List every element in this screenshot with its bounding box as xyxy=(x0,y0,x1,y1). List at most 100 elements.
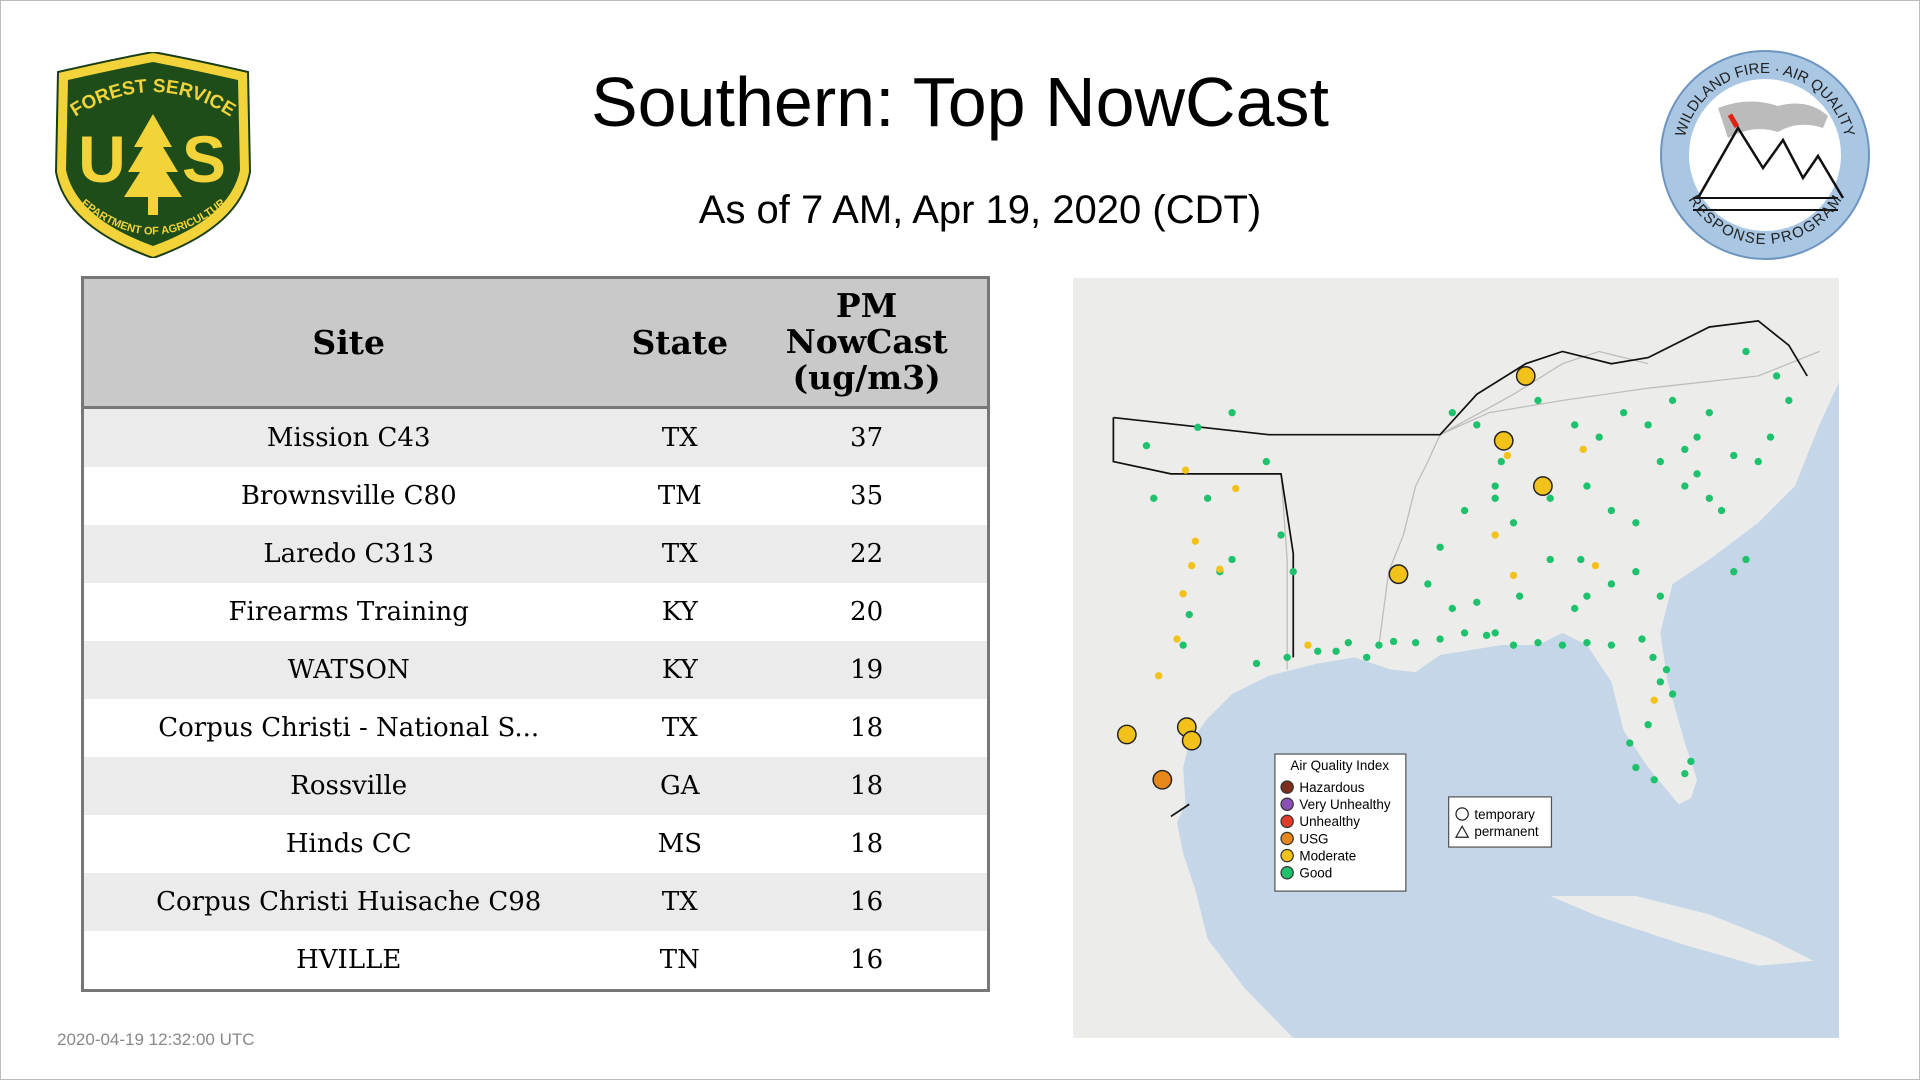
site-marker xyxy=(1332,647,1340,655)
table-cell: KY xyxy=(613,641,747,699)
site-marker xyxy=(1766,433,1775,441)
site-marker xyxy=(1181,466,1190,474)
site-marker-large xyxy=(1116,724,1137,745)
site-marker xyxy=(1509,571,1518,580)
site-marker xyxy=(1579,445,1587,454)
logo-letter: S xyxy=(182,122,226,196)
site-marker xyxy=(1503,451,1512,460)
table-cell: Brownsville C80 xyxy=(240,481,457,511)
site-marker xyxy=(1656,592,1665,600)
site-marker xyxy=(1668,690,1677,698)
site-marker-large xyxy=(1515,366,1536,386)
site-marker xyxy=(1571,604,1579,613)
site-marker xyxy=(1363,653,1371,662)
table-row: WATSON KY 19 xyxy=(82,641,989,699)
site-marker xyxy=(1638,635,1646,643)
table-row: Rossville GA 18 xyxy=(82,757,989,815)
legend-label: Moderate xyxy=(1299,849,1356,864)
site-marker xyxy=(1577,555,1585,564)
site-marker xyxy=(1681,445,1689,454)
site-marker xyxy=(1626,739,1634,747)
site-marker xyxy=(1277,531,1285,539)
site-marker xyxy=(1473,421,1481,429)
site-marker xyxy=(1534,639,1542,647)
timestamp: 2020-04-19 12:32:00 UTC xyxy=(57,1030,255,1049)
site-marker xyxy=(1436,635,1444,643)
table-cell: TX xyxy=(613,525,747,583)
site-marker xyxy=(1693,433,1701,441)
site-marker xyxy=(1571,421,1579,429)
site-marker xyxy=(1730,568,1738,576)
site-marker xyxy=(1344,639,1352,647)
site-marker xyxy=(1436,543,1444,551)
site-marker xyxy=(1619,408,1628,417)
site-marker xyxy=(1179,590,1187,598)
legend-label: Very Unhealthy xyxy=(1299,797,1391,812)
site-marker xyxy=(1448,604,1456,613)
site-marker xyxy=(1203,494,1212,502)
title: Southern: Top NowCast xyxy=(590,63,1329,141)
site-marker xyxy=(1460,506,1469,515)
site-marker xyxy=(1482,631,1491,640)
site-marker xyxy=(1583,639,1591,647)
site-marker xyxy=(1216,565,1224,573)
table-cell: 22 xyxy=(746,525,989,583)
site-marker xyxy=(1693,470,1701,478)
table-cell: TN xyxy=(659,945,700,975)
site-marker xyxy=(1742,555,1750,564)
site-marker xyxy=(1785,396,1793,405)
legend-swatch xyxy=(1280,866,1294,880)
table-row: Hinds CC MS 18 xyxy=(83,815,989,873)
table-cell: 18 xyxy=(850,713,884,743)
site-marker xyxy=(1304,641,1312,649)
site-marker xyxy=(1424,580,1432,588)
site-marker xyxy=(1491,494,1499,502)
site-marker xyxy=(1491,531,1499,539)
table-row: Corpus Christi - National S... TX 18 xyxy=(83,699,989,757)
site-marker xyxy=(1191,537,1200,545)
column-header: PM NowCast (ug/m3) xyxy=(746,277,989,409)
site-marker xyxy=(1668,396,1677,405)
column-header-text: PM NowCast (ug/m3) xyxy=(785,286,948,397)
table-cell: 16 xyxy=(850,945,884,975)
site-marker xyxy=(1607,641,1616,649)
table: Site State PM NowCast (ug/m3) Mission C43 T… xyxy=(81,276,990,992)
legend-swatch xyxy=(1280,814,1294,829)
table-cell: Rossville xyxy=(82,757,614,815)
table-cell: 19 xyxy=(746,641,989,699)
site-marker xyxy=(1154,672,1163,680)
table-cell: TX xyxy=(613,873,747,931)
shape-legend: temporary permanent xyxy=(1448,796,1553,848)
table-cell: KY xyxy=(661,597,698,627)
site-marker xyxy=(1150,494,1158,502)
shape-legend-label: temporary xyxy=(1474,807,1535,822)
site-marker xyxy=(1509,641,1518,649)
site-marker xyxy=(1534,396,1542,405)
legend-label: USG xyxy=(1299,831,1328,846)
map: Air Quality Index Hazardous Very Unhealth… xyxy=(1073,278,1839,1038)
site-marker xyxy=(1448,408,1456,417)
column-header-text: Site xyxy=(312,323,386,362)
table-cell: Corpus Christi Huisache C98 xyxy=(82,873,614,931)
site-marker xyxy=(1188,561,1196,570)
site-marker xyxy=(1389,637,1398,646)
map-markers xyxy=(1116,347,1793,790)
table-cell: Firearms Training xyxy=(228,597,469,627)
table-row: Corpus Christi Huisache C98 TX 16 xyxy=(82,873,989,931)
table-row: HVILLE TN 16 xyxy=(83,931,989,991)
site-marker xyxy=(1583,482,1591,490)
aqi-legend: Air Quality Index Hazardous Very Unhealth… xyxy=(1274,753,1407,892)
column-header: State xyxy=(613,277,747,409)
site-marker xyxy=(1681,482,1689,490)
site-marker xyxy=(1473,598,1481,606)
site-marker xyxy=(1742,347,1750,356)
table-cell: WATSON xyxy=(82,641,614,699)
site-marker-large xyxy=(1152,769,1173,790)
site-marker xyxy=(1772,372,1781,380)
site-marker xyxy=(1283,653,1291,662)
table-body: Mission C43 TX 37 Brownsville C80 TM 35 Laredo… xyxy=(82,407,989,991)
site-marker xyxy=(1705,408,1713,417)
site-marker xyxy=(1491,482,1499,490)
site-marker xyxy=(1142,442,1151,450)
legend-label: Unhealthy xyxy=(1299,814,1360,829)
